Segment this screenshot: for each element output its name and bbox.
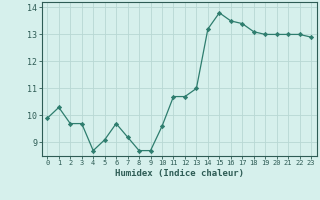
- X-axis label: Humidex (Indice chaleur): Humidex (Indice chaleur): [115, 169, 244, 178]
